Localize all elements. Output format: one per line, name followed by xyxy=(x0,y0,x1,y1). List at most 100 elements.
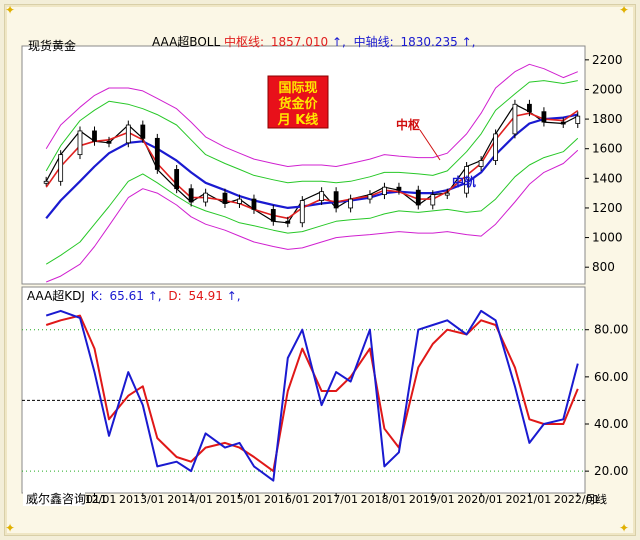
kdj-legend: AAA超KDJ K: 65.61 ↑, D: 54.91 ↑, xyxy=(27,288,241,303)
price-candle-body xyxy=(333,191,339,209)
price-candle-body xyxy=(251,198,257,210)
price-candle-body xyxy=(464,166,470,194)
d-value: 54.91 xyxy=(189,289,223,303)
annotation-mid-pointer xyxy=(419,129,441,161)
mid-arrow-icon: ↑, xyxy=(332,35,346,49)
price-candle-body xyxy=(140,124,146,139)
kdj-indicator-label: AAA超KDJ xyxy=(27,288,85,303)
price-candle-body xyxy=(348,198,354,209)
badge-line-2: 货金价 xyxy=(278,96,318,112)
price-candle-body xyxy=(106,140,112,144)
x-tick-label: 2013/01 xyxy=(119,493,165,506)
price-y-tick-label: 1000 xyxy=(592,231,623,245)
price-candle-body xyxy=(319,191,325,201)
x-tick-label: 2017/01 xyxy=(312,493,358,506)
price-candle-body xyxy=(493,133,498,161)
x-tick-label: 2020/01 xyxy=(457,493,503,506)
kdj-y-tick-label: 40.00 xyxy=(594,417,628,431)
x-tick-label: 2018/01 xyxy=(361,493,407,506)
source-label: 威尔鑫咨询 xyxy=(26,491,86,506)
axis-line-label: 中轴线: xyxy=(354,34,394,49)
price-candle-body xyxy=(367,194,373,200)
price-candle-body xyxy=(575,115,581,124)
badge-line-1: 国际现 xyxy=(278,81,317,96)
price-candle-body xyxy=(270,209,276,222)
annotation-mid: 中枢 xyxy=(396,117,420,132)
price-candle-body xyxy=(382,186,387,196)
price-candle-body xyxy=(444,192,450,196)
price-candle-body xyxy=(174,169,180,190)
k-label: K: xyxy=(91,289,103,303)
x-tick-label: 2019/01 xyxy=(409,493,455,506)
price-candle-body xyxy=(396,186,402,191)
price-candle-body xyxy=(560,121,566,125)
kdj-series-line xyxy=(45,309,579,482)
d-label: D: xyxy=(168,289,181,303)
kdj-y-axis: 20.00 40.00 60.00 80.00 xyxy=(585,323,628,478)
price-candle-body xyxy=(541,111,547,123)
x-tick-label: 2022/01 xyxy=(554,493,600,506)
price-series-line xyxy=(45,109,579,220)
price-series-line xyxy=(45,80,578,184)
price-series-group xyxy=(43,63,581,283)
x-first-label: 011 xyxy=(86,493,107,506)
price-candle-body xyxy=(92,130,97,142)
title-badge xyxy=(267,75,329,129)
mid-line-value: 1857.010 xyxy=(271,35,328,49)
price-y-tick-label: 800 xyxy=(592,260,615,274)
d-arrow-icon: ↑, xyxy=(227,289,241,303)
x-tick-label: 2014/01 xyxy=(167,493,213,506)
period-label: 月线 xyxy=(585,492,607,506)
axis-line-value: 1830.235 xyxy=(401,35,458,49)
kdj-y-tick-label: 60.00 xyxy=(594,370,628,384)
price-candle-body xyxy=(285,220,291,224)
kdj-y-tick-label: 80.00 xyxy=(594,323,628,337)
price-candle-body xyxy=(77,130,83,156)
price-candle-body xyxy=(237,198,242,204)
corner-ornament-icon: ✦ xyxy=(618,521,630,535)
price-series-line xyxy=(45,137,579,265)
price-candle-body xyxy=(299,200,305,224)
x-axis: 2012/01 2013/01 2014/01 2015/01 2016/01 2017/… xyxy=(71,493,600,506)
price-candle-body xyxy=(512,103,518,135)
price-candle-body xyxy=(43,180,49,184)
source-label-bg xyxy=(23,492,85,506)
price-y-tick-label: 2000 xyxy=(592,82,623,96)
price-candle-body xyxy=(430,194,436,206)
kdj-reference-lines xyxy=(22,329,585,472)
price-y-tick-label: 2200 xyxy=(592,53,623,67)
boll-indicator-label: AAA超BOLL xyxy=(152,34,220,49)
corner-ornament-icon: ✦ xyxy=(4,3,16,17)
annotation-axis: 中轨 xyxy=(452,174,476,189)
price-candle-body xyxy=(58,154,64,182)
kdj-series-group xyxy=(45,309,579,482)
kdj-y-tick-label: 20.00 xyxy=(594,464,628,478)
badge-line-3: 月 K线 xyxy=(277,112,319,128)
price-y-tick-label: 1600 xyxy=(592,142,623,156)
price-series-line xyxy=(45,103,579,224)
price-y-tick-label: 1800 xyxy=(592,112,623,126)
price-candle-body xyxy=(125,124,131,144)
instrument-label: 现货黄金 xyxy=(28,38,76,53)
price-y-tick-label: 1400 xyxy=(592,171,623,185)
x-tick-label: 2015/01 xyxy=(216,493,262,506)
price-candle-body xyxy=(222,192,228,204)
price-y-axis: 800 1000 1200 1400 1600 1800 2000 2200 xyxy=(585,53,623,274)
price-candle-body xyxy=(527,103,532,113)
price-candle-body xyxy=(154,137,160,170)
k-value: 65.61 xyxy=(110,289,144,303)
axis-arrow-icon: ↑, xyxy=(462,35,476,49)
k-arrow-icon: ↑, xyxy=(148,289,162,303)
price-candle-body xyxy=(478,160,484,167)
price-y-tick-label: 1200 xyxy=(592,201,623,215)
price-candle-body xyxy=(188,188,194,203)
x-tick-label: 2021/01 xyxy=(506,493,552,506)
boll-legend: AAA超BOLL 中枢线: 1857.010 ↑, 中轴线: 1830.235 … xyxy=(152,34,475,49)
price-series-line xyxy=(45,113,579,219)
price-series-line xyxy=(45,63,578,167)
x-tick-label: 2016/01 xyxy=(264,493,310,506)
price-candle-body xyxy=(203,192,209,203)
corner-ornament-icon: ✦ xyxy=(4,521,16,535)
price-candle-body xyxy=(415,189,421,206)
